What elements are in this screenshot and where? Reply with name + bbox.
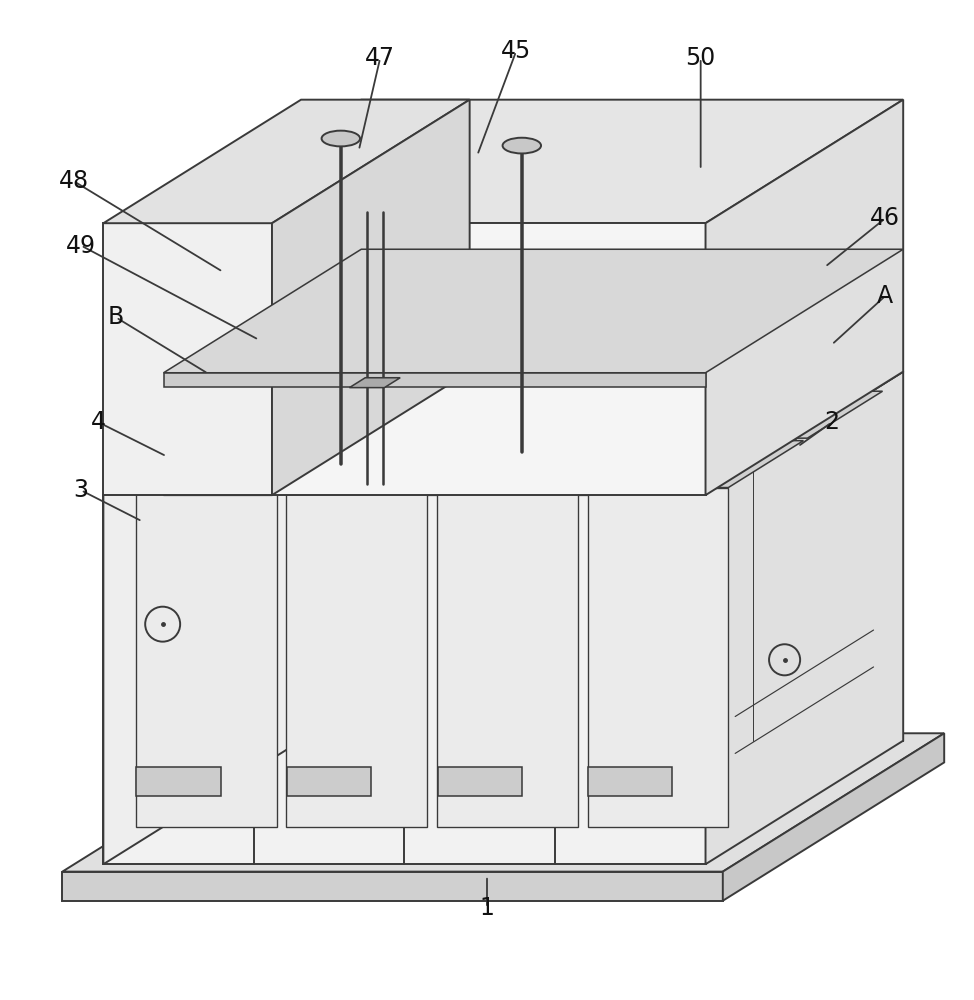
Polygon shape (705, 372, 903, 864)
Polygon shape (272, 100, 469, 495)
Polygon shape (164, 373, 705, 387)
Text: 2: 2 (824, 410, 840, 434)
Polygon shape (365, 391, 581, 438)
Polygon shape (767, 410, 779, 413)
Text: B: B (108, 305, 124, 329)
Text: 48: 48 (59, 169, 90, 193)
Polygon shape (103, 223, 272, 495)
Polygon shape (572, 399, 673, 423)
Polygon shape (103, 100, 469, 223)
Polygon shape (705, 100, 903, 495)
Text: 45: 45 (501, 39, 531, 63)
Polygon shape (259, 397, 383, 426)
Polygon shape (466, 410, 477, 413)
Text: 3: 3 (73, 478, 89, 502)
Ellipse shape (503, 138, 541, 153)
Polygon shape (516, 391, 732, 438)
Text: 50: 50 (686, 46, 716, 70)
Polygon shape (103, 372, 903, 495)
Polygon shape (62, 733, 944, 872)
Polygon shape (361, 100, 903, 372)
Polygon shape (286, 441, 503, 488)
Polygon shape (236, 459, 248, 462)
Polygon shape (271, 399, 372, 423)
Polygon shape (287, 767, 371, 796)
Text: 4: 4 (91, 410, 106, 434)
Polygon shape (331, 446, 454, 475)
Ellipse shape (321, 131, 360, 146)
Polygon shape (62, 872, 723, 901)
Polygon shape (103, 372, 301, 864)
Polygon shape (410, 397, 533, 426)
Polygon shape (286, 488, 428, 827)
Text: 46: 46 (870, 206, 900, 230)
Polygon shape (301, 372, 903, 741)
Polygon shape (342, 449, 443, 472)
Polygon shape (164, 249, 903, 373)
Polygon shape (136, 488, 277, 827)
Polygon shape (421, 399, 522, 423)
Polygon shape (560, 397, 684, 426)
Polygon shape (688, 459, 699, 462)
Polygon shape (191, 449, 292, 472)
Polygon shape (387, 459, 398, 462)
Polygon shape (588, 767, 672, 796)
Polygon shape (666, 391, 882, 438)
Polygon shape (164, 223, 705, 495)
Text: 49: 49 (66, 234, 96, 258)
Polygon shape (723, 733, 944, 901)
Polygon shape (315, 410, 327, 413)
Text: 1: 1 (479, 896, 495, 920)
Polygon shape (643, 449, 744, 472)
Polygon shape (437, 767, 522, 796)
Polygon shape (722, 399, 823, 423)
Polygon shape (632, 446, 755, 475)
Polygon shape (103, 495, 705, 864)
Text: 47: 47 (365, 46, 395, 70)
Polygon shape (537, 459, 549, 462)
Polygon shape (215, 391, 431, 438)
Polygon shape (493, 449, 593, 472)
Polygon shape (164, 372, 469, 495)
Polygon shape (587, 488, 729, 827)
Polygon shape (350, 378, 400, 388)
Polygon shape (616, 410, 628, 413)
Polygon shape (437, 441, 653, 488)
Polygon shape (164, 100, 903, 223)
Text: A: A (878, 284, 893, 308)
Polygon shape (437, 488, 578, 827)
Polygon shape (136, 441, 352, 488)
Polygon shape (180, 446, 304, 475)
Polygon shape (587, 441, 804, 488)
Polygon shape (481, 446, 605, 475)
Polygon shape (711, 397, 835, 426)
Polygon shape (136, 767, 221, 796)
